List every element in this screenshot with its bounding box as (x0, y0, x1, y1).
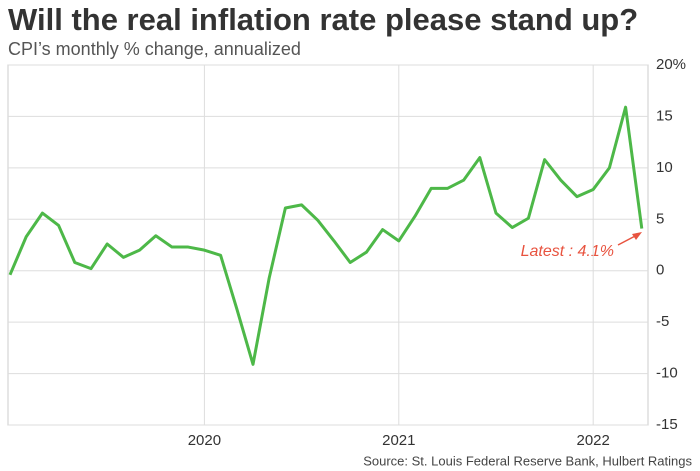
chart-title: Will the real inflation rate please stan… (8, 2, 638, 37)
y-tick-label: 10 (656, 159, 673, 176)
arrow-head (632, 232, 642, 240)
y-tick-label: -15 (656, 416, 678, 433)
y-tick-label: -10 (656, 365, 678, 382)
x-tick-label: 2022 (577, 432, 610, 449)
y-tick-label: 20% (656, 56, 686, 73)
x-tick-label: 2020 (188, 432, 221, 449)
chart-subtitle: CPI’s monthly % change, annualized (8, 39, 301, 59)
y-tick-label: -5 (656, 313, 669, 330)
source: Source: St. Louis Federal Reserve Bank, … (363, 453, 692, 468)
y-tick-label: 15 (656, 107, 673, 124)
line (8, 105, 644, 366)
y-tick-label: 0 (656, 262, 664, 279)
y-tick-label: 5 (656, 210, 664, 227)
x-tick-label: 2021 (382, 432, 415, 449)
annotation: Latest : 4.1% (521, 243, 614, 260)
